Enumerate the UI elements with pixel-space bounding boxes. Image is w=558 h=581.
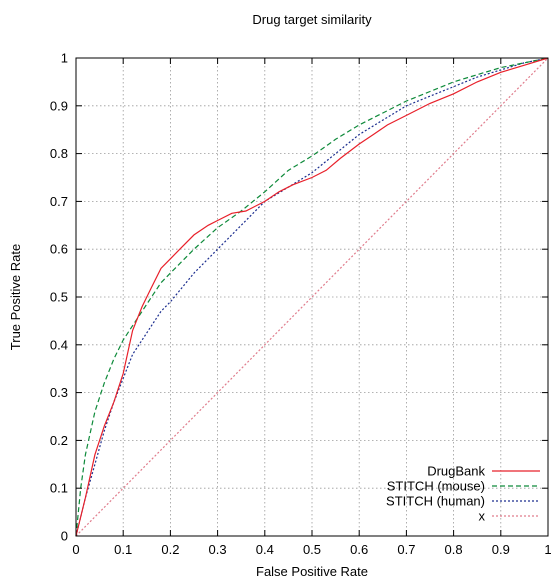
x-tick-label: 0.7	[397, 542, 415, 557]
y-tick-label: 0.4	[50, 337, 68, 352]
x-tick-label: 0.8	[445, 542, 463, 557]
y-axis-title: True Positive Rate	[8, 244, 23, 350]
chart-title: Drug target similarity	[252, 12, 372, 27]
x-tick-label: 0.2	[161, 542, 179, 557]
x-tick-label: 0.9	[492, 542, 510, 557]
series-line-stitch-mouse	[75, 57, 549, 537]
grid	[76, 58, 548, 536]
legend-label-stitch-mouse: STITCH (mouse)	[387, 479, 485, 494]
x-tick-label: 0	[72, 542, 79, 557]
y-tick-label: 0	[61, 529, 68, 544]
series-layer	[75, 57, 549, 537]
x-tick-label: 0.3	[209, 542, 227, 557]
y-tick-label: 1	[61, 51, 68, 66]
y-tick-label: 0.6	[50, 242, 68, 257]
legend-label-drugbank: DrugBank	[427, 464, 485, 479]
legend-label-stitch-human: STITCH (human)	[386, 494, 485, 509]
x-tick-label: 0.6	[350, 542, 368, 557]
y-tick-label: 0.7	[50, 194, 68, 209]
y-tick-label: 0.9	[50, 98, 68, 113]
y-tick-label: 0.2	[50, 433, 68, 448]
series-line-drugbank	[75, 57, 549, 537]
y-tick-label: 0.8	[50, 146, 68, 161]
axis-ticks: 0 0.1 0.2 0.3 0.4 0.5 0.6 0.7 0.8 0.9 1 0 0.1 0.2 0.3 0…	[50, 51, 552, 558]
y-tick-label: 0.5	[50, 290, 68, 305]
y-tick-label: 0.3	[50, 385, 68, 400]
x-axis-title: False Positive Rate	[256, 564, 368, 579]
x-tick-label: 0.1	[114, 542, 132, 557]
y-tick-label: 0.1	[50, 481, 68, 496]
x-tick-label: 0.5	[303, 542, 321, 557]
x-tick-label: 1	[544, 542, 551, 557]
x-tick-label: 0.4	[256, 542, 274, 557]
legend-label-x: x	[479, 509, 486, 524]
